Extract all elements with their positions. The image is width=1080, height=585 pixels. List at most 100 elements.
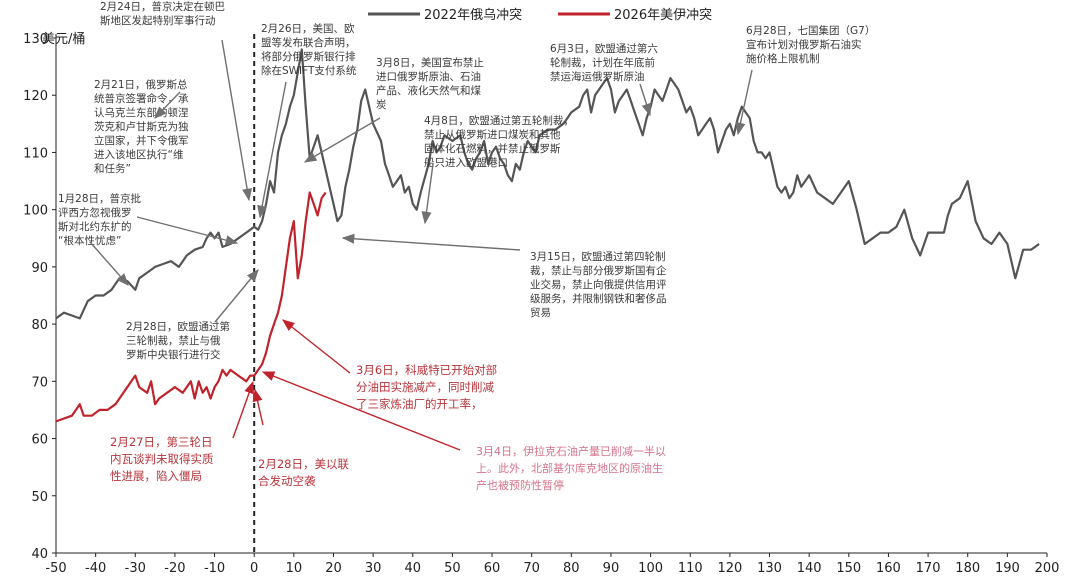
annotation-line: 1月28日，普京批 — [58, 192, 142, 205]
legend-label-2022: 2022年俄乌冲突 — [424, 7, 522, 23]
annotation-line: 施价格上限机制 — [746, 52, 820, 65]
x-tick-label: 190 — [995, 561, 1020, 576]
annotation-line: 认乌克兰东部的顿涅 — [94, 106, 189, 119]
x-tick-label: 20 — [325, 561, 342, 576]
x-tick-label: 110 — [678, 561, 703, 576]
annotation-line: 炭 — [376, 99, 387, 111]
annotation-line: 斯对北约东扩的 — [58, 220, 132, 233]
x-tick-label: 30 — [365, 561, 382, 576]
annotation-line: 轮制裁，计划在年底前 — [550, 56, 655, 69]
x-tick-label: -40 — [85, 561, 106, 576]
annotation-3: 1月28日，普京批评西方忽视俄罗斯对北约东扩的“根本性忧虑” — [58, 192, 142, 247]
annotation-arrow — [89, 241, 129, 286]
x-tick-label: -50 — [45, 561, 66, 576]
annotation-line: 立国家，并下令俄军 — [94, 134, 189, 147]
annotation-line: 3月8日，美国宣布禁止 — [376, 56, 484, 69]
x-tick-label: 120 — [717, 561, 742, 576]
annotation-arrow — [136, 216, 239, 246]
x-tick-label: 60 — [484, 561, 501, 576]
x-tick-label: 0 — [250, 561, 258, 576]
x-tick-label: 40 — [404, 561, 421, 576]
annotation-line: 三轮制裁，禁止与俄 — [126, 334, 221, 347]
annotation-line: 上。此外，北部基尔库克地区的原油生 — [476, 461, 663, 475]
annotation-line: 统普京签署命令，承 — [94, 92, 189, 105]
x-tick-label: -10 — [204, 561, 225, 576]
annotation-arrow — [252, 388, 264, 426]
annotation-line: 将部分俄罗斯银行排 — [261, 50, 356, 63]
y-tick-label: 80 — [31, 318, 48, 333]
annotation-line: 2月28日，欧盟通过第 — [126, 320, 230, 333]
x-tick-label: 180 — [955, 561, 980, 576]
x-tick-label: 80 — [563, 561, 580, 576]
x-tick-label: 70 — [523, 561, 540, 576]
annotations: 2月24日，普京决定在顿巴斯地区发起特别军事行动 2月21日，俄罗斯总统普京签署命… — [58, 0, 875, 492]
annotation-line: 禁运海运俄罗斯原油 — [550, 70, 645, 83]
annotation-13: 2月28日，美以联合发动空袭 — [258, 457, 349, 488]
annotation-arrow — [341, 233, 521, 251]
annotation-8: 6月28日，七国集团（G7）宣布计划对俄罗斯石油实施价格上限机制 — [746, 24, 875, 65]
x-tick-label: 200 — [1035, 561, 1060, 576]
annotation-line: 裁，禁止与部分俄罗斯国有企 — [530, 264, 667, 277]
annotation-5: 3月8日，美国宣布禁止进口俄罗斯原油、石油产品、液化天然气和煤炭 — [376, 56, 484, 111]
annotation-line: 评西方忽视俄罗 — [58, 206, 132, 219]
x-tick-label: 100 — [638, 561, 663, 576]
annotation-line: 2月27日，第三轮日 — [110, 435, 212, 449]
annotation-line: 合发动空袭 — [258, 474, 316, 488]
annotation-7: 6月3日，欧盟通过第六轮制裁，计划在年底前禁运海运俄罗斯原油 — [550, 42, 658, 83]
y-tick-label: 70 — [31, 375, 48, 390]
annotation-line: 3月15日，欧盟通过第四轮制 — [530, 250, 666, 263]
y-tick-label: 90 — [31, 261, 48, 276]
annotation-line: 贸易 — [530, 307, 551, 319]
y-tick-label: 120 — [23, 89, 48, 104]
annotation-line: 了三家炼油厂的开工率， — [356, 397, 483, 411]
annotation-line: 斯地区发起特别军事行动 — [100, 14, 216, 27]
x-tick-label: 170 — [916, 561, 941, 576]
annotation-line: 6月3日，欧盟通过第六 — [550, 42, 658, 55]
axes: 40 50 60 70 80 90 100 110 120 130 -50 -40 -30 -20 -10 0… — [23, 32, 1059, 576]
annotation-line: 性进展，陷入僵局 — [110, 469, 202, 483]
annotation-line: 2月21日，俄罗斯总 — [94, 78, 188, 91]
annotation-arrow — [735, 69, 753, 136]
annotation-line: 船只进入欧盟港口 — [424, 156, 508, 169]
series-line-2026 — [55, 191, 327, 423]
x-tick-label: 140 — [797, 561, 822, 576]
series-line-2022 — [55, 48, 1040, 320]
y-tick-label: 50 — [31, 490, 48, 505]
annotation-6: 4月8日，欧盟通过第五轮制裁，禁止从俄罗斯进口煤炭和其他固体化石燃料，并禁止俄罗… — [424, 114, 574, 169]
annotation-2: 2月21日，俄罗斯总统普京签署命令，承认乌克兰东部的顿涅茨克和卢甘斯克为独立国家… — [94, 78, 189, 175]
annotation-line: 业交易，禁止向俄提供信用评 — [530, 278, 667, 291]
annotation-line: 3月6日，科威特已开始对部 — [356, 363, 497, 377]
x-tick-label: 160 — [876, 561, 901, 576]
annotation-arrow — [232, 380, 254, 439]
annotation-arrow — [421, 163, 434, 225]
annotation-line: 3月4日，伊拉克石油产量已削减一半以 — [476, 444, 666, 458]
annotation-line: 级服务，并限制钢铁和奢侈品 — [530, 292, 667, 305]
annotation-10: 2月28日，欧盟通过第三轮制裁，禁止与俄罗斯中央银行进行交 — [126, 320, 230, 361]
annotation-12: 2月27日，第三轮日内瓦谈判未取得实质性进展，陷入僵局 — [110, 435, 214, 483]
annotation-line: 分油田实施减产，同时削减 — [356, 380, 494, 394]
annotation-arrow — [282, 319, 351, 374]
legend: 2022年俄乌冲突 2026年美伊冲突 — [368, 7, 712, 23]
annotation-arrow — [303, 117, 381, 163]
x-tick-label: -20 — [164, 561, 185, 576]
annotation-9: 3月15日，欧盟通过第四轮制裁，禁止与部分俄罗斯国有企业交易，禁止向俄提供信用评… — [530, 250, 667, 319]
annotation-line: 固体化石燃料，并禁止俄罗斯 — [424, 142, 561, 155]
annotation-line: 内瓦谈判未取得实质 — [110, 452, 214, 466]
y-tick-label: 110 — [23, 146, 48, 161]
annotation-line: 盟等发布联合声明， — [261, 36, 356, 49]
annotation-4: 2月26日，美国、欧盟等发布联合声明，将部分俄罗斯银行排除在SWIFT支付系统 — [261, 22, 357, 77]
annotation-arrow — [221, 39, 253, 202]
y-tick-label: 40 — [31, 547, 48, 562]
legend-label-2026: 2026年美伊冲突 — [614, 7, 712, 23]
annotation-line: 2月26日，美国、欧 — [261, 22, 355, 35]
annotation-line: 进口俄罗斯原油、石油 — [376, 70, 481, 83]
annotation-arrow — [154, 91, 181, 119]
annotation-line: 进入该地区执行“维 — [94, 148, 184, 161]
y-axis-label: 美元/桶 — [42, 32, 85, 47]
annotation-line: 和任务” — [94, 162, 131, 175]
annotation-line: 宣布计划对俄罗斯石油实 — [746, 38, 862, 51]
x-tick-label: 50 — [444, 561, 461, 576]
x-tick-label: 90 — [603, 561, 620, 576]
y-tick-label: 60 — [31, 433, 48, 448]
x-tick-label: 130 — [757, 561, 782, 576]
